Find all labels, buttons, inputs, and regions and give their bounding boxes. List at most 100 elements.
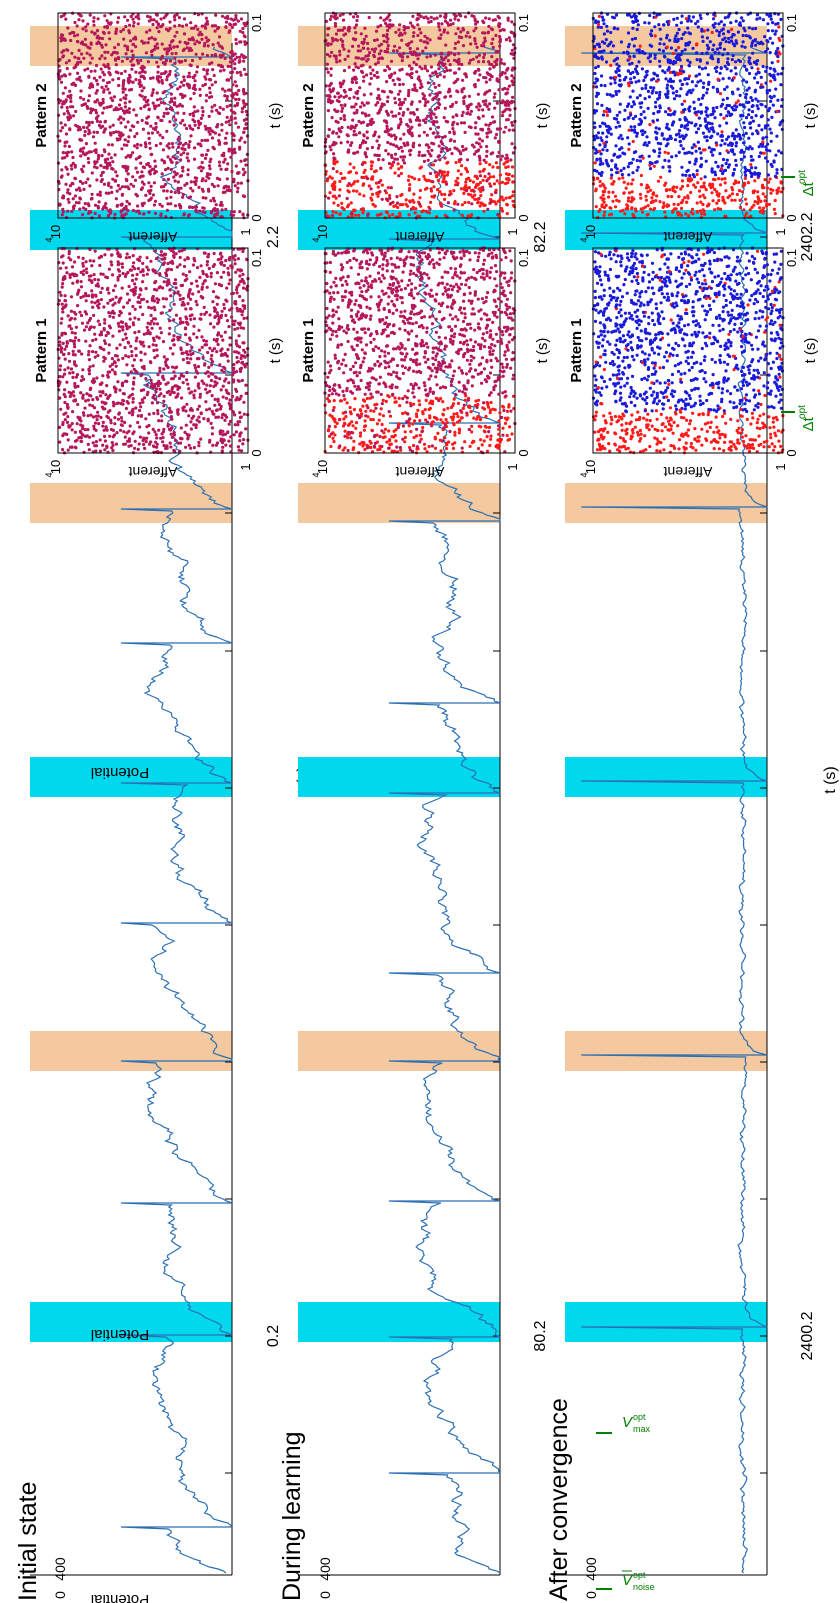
potential-panel-initial: Initial state Potential 0 400 0.2 2.2 t …: [14, 26, 312, 1603]
spike-dot: [417, 53, 421, 57]
spike-dot: [68, 338, 72, 343]
spike-dot: [176, 150, 180, 154]
spike-dot: [359, 431, 363, 435]
spike-dot: [185, 342, 189, 346]
spike-dot: [434, 115, 438, 119]
spike-dot: [175, 30, 179, 34]
spike-dot: [129, 444, 133, 448]
spike-dot: [63, 86, 67, 90]
spike-dot: [148, 28, 152, 32]
spike-dot: [173, 278, 178, 282]
spike-dot: [449, 383, 453, 387]
spike-dot: [154, 440, 158, 444]
spike-dot: [361, 327, 365, 331]
spike-dot: [236, 125, 240, 129]
spike-dot: [388, 385, 392, 389]
spike-dot: [449, 405, 453, 410]
spike-dot: [233, 350, 237, 354]
spike-dot: [477, 251, 481, 255]
spike-dot: [195, 70, 199, 74]
spike-dot: [391, 269, 395, 273]
spike-dot: [429, 65, 433, 69]
spike-dot: [138, 401, 142, 405]
spike-dot: [239, 431, 243, 435]
spike-dot: [58, 368, 62, 372]
spike-dot: [220, 449, 224, 453]
spike-dot: [92, 406, 97, 410]
spike-dot: [106, 330, 110, 334]
spike-dot: [244, 383, 248, 387]
spike-dot: [488, 102, 492, 106]
spike-dot: [165, 196, 169, 200]
spike-dot: [88, 53, 92, 57]
spike-dot: [88, 61, 92, 65]
spike-dot: [99, 290, 103, 295]
spike-dot: [204, 99, 208, 103]
spike-dot: [153, 397, 158, 401]
spike-dot: [98, 263, 102, 268]
spike-dot: [220, 46, 225, 50]
spike-dot: [382, 257, 386, 261]
spike-dot: [220, 309, 224, 313]
spike-dot: [121, 328, 125, 332]
spike-dot: [453, 430, 457, 434]
spike-dot: [102, 88, 106, 92]
spike-dot: [190, 281, 194, 286]
spike-dot: [202, 305, 206, 309]
spike-dot: [494, 304, 499, 309]
spike-dot: [454, 315, 458, 319]
spike-dot: [393, 304, 397, 308]
spike-dot: [168, 441, 172, 445]
spike-dot: [386, 262, 390, 266]
spike-dot: [482, 258, 486, 262]
spike-dot: [230, 210, 234, 214]
spike-dot: [96, 114, 100, 118]
ylabel-convergence: Potential: [91, 764, 149, 781]
spike-dot: [113, 301, 117, 305]
spike-dot: [122, 143, 126, 147]
pattern-band-4: [565, 483, 767, 523]
spike-dot: [489, 266, 493, 270]
spike-dot: [331, 314, 335, 318]
spike-dot: [458, 276, 462, 280]
spike-dot: [203, 138, 207, 142]
spike-dot: [210, 432, 214, 436]
spike-dot: [498, 375, 502, 379]
spike-dot: [238, 147, 242, 151]
spike-dot: [178, 335, 182, 339]
spike-dot: [80, 427, 85, 431]
spike-dot: [334, 57, 338, 61]
spike-dot: [241, 279, 245, 283]
spike-dot: [189, 297, 193, 301]
spike-dot: [133, 144, 137, 148]
spike-dot: [411, 369, 416, 373]
spike-dot: [217, 332, 221, 336]
spike-dot: [178, 255, 182, 260]
spike-dot: [411, 391, 415, 395]
spike-dot: [457, 348, 461, 352]
spike-dot: [484, 295, 488, 299]
spike-dot: [388, 193, 392, 198]
spike-dot: [366, 327, 370, 331]
spike-dot: [67, 359, 72, 363]
spike-dot: [92, 130, 96, 134]
spike-dot: [207, 407, 212, 411]
spike-dot: [469, 326, 473, 330]
spike-dot: [84, 260, 88, 264]
spike-dot: [242, 59, 246, 63]
spike-dot: [66, 209, 70, 213]
raster-xlabel: t (s): [267, 103, 284, 129]
spike-dot: [401, 424, 405, 428]
spike-dot: [372, 409, 376, 413]
spike-dot: [90, 300, 94, 304]
spike-dot: [210, 53, 214, 58]
spike-dot: [101, 97, 105, 102]
spike-dot: [505, 409, 510, 413]
spike-dot: [451, 317, 455, 321]
spike-dot: [179, 426, 183, 430]
spike-dot: [87, 318, 92, 322]
spike-dot: [111, 78, 115, 82]
spike-dot: [184, 409, 188, 413]
spike-dot: [131, 410, 135, 414]
spike-dot: [390, 449, 394, 453]
